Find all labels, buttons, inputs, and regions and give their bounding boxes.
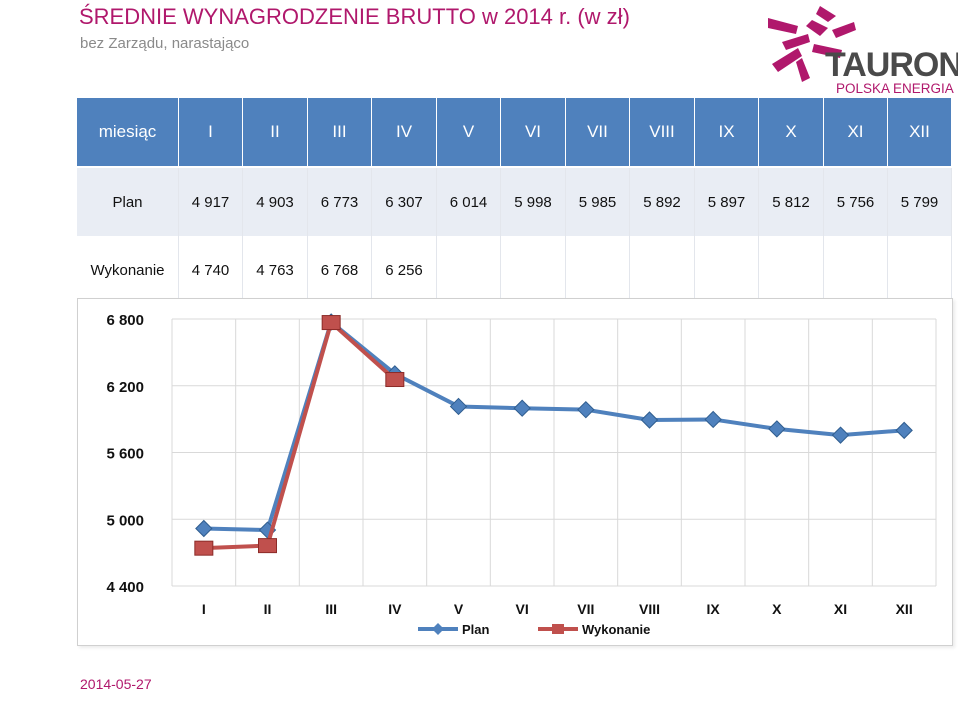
table-row-wykonanie: Wykonanie 4 740 4 763 6 768 6 256 [77,236,952,304]
page-title: ŚREDNIE WYNAGRODZENIE BRUTTO w 2014 r. (… [79,4,630,29]
legend-marker-plan [432,623,444,635]
data-point-wykonanie [194,540,214,556]
series-line-wykonanie [203,320,397,551]
x-tick-label: VI [516,601,529,617]
table-cell [695,236,759,304]
table-cell: 6 773 [308,168,372,236]
data-point-wykonanie [321,315,341,331]
data-point-plan [831,426,850,444]
data-point-plan [640,411,659,429]
month-header: X [759,98,824,168]
y-tick-label: 5 600 [106,446,144,463]
footer-date: 2014-05-27 [80,676,152,692]
table-cell: 6 014 [437,168,501,236]
data-point-plan [513,399,531,417]
x-tick-label: XII [896,601,913,617]
table-row-plan: Plan 4 917 4 903 6 773 6 307 6 014 5 998… [77,168,952,236]
table-cell: 6 307 [372,168,437,236]
table-cell [824,236,888,304]
legend-label-wykonanie: Wykonanie [582,622,650,637]
y-tick-label: 4 400 [106,579,144,596]
table-cell: 4 917 [179,168,243,236]
month-header: IX [695,98,759,168]
table-cell [630,236,695,304]
logo-tagline: POLSKA ENERGIA [836,81,954,96]
table-cell [501,236,566,304]
x-tick-label: VIII [639,601,660,617]
table-cell: 5 985 [566,168,630,236]
data-point-plan [895,421,913,440]
table-cell: 4 740 [179,236,243,304]
table-cell: 5 799 [888,168,952,236]
data-point-plan [195,519,213,538]
x-tick-label: X [772,601,782,617]
tauron-logo: TAURON POLSKA ENERGIA [768,6,958,96]
data-point-plan [768,420,786,438]
table-cell: 5 892 [630,168,695,236]
x-tick-label: I [202,601,206,617]
table-cell: 5 998 [501,168,566,236]
logo-wordmark: TAURON [825,46,958,84]
x-tick-label: VII [577,601,594,617]
y-tick-label: 6 200 [106,379,144,396]
month-header: V [437,98,501,168]
row-label: Plan [77,168,179,236]
table-cell: 5 756 [824,168,888,236]
table-cell: 6 256 [372,236,437,304]
salary-line-chart: 6 800 6 200 5 600 5 000 4 400 I II III IV V VI VII V… [77,298,953,646]
month-header: I [179,98,243,168]
table-cell: 5 897 [695,168,759,236]
month-header: III [308,98,372,168]
month-header: IV [372,98,437,168]
table-cell [888,236,952,304]
x-tick-label: III [325,601,337,617]
x-tick-label: IV [388,601,402,617]
data-point-plan [577,400,595,419]
x-tick-label: II [264,601,272,617]
table-cell [566,236,630,304]
month-header: VIII [630,98,695,168]
legend-label-plan: Plan [462,622,490,637]
table-header-row: miesiąc I II III IV V VI VII VIII IX X X… [77,98,952,168]
month-header: II [243,98,308,168]
page-subtitle: bez Zarządu, narastająco [80,35,250,52]
data-point-plan [704,410,722,429]
table-cell: 4 903 [243,168,308,236]
y-tick-label: 5 000 [106,512,144,529]
table-cell [759,236,824,304]
table-header-month-label: miesiąc [77,98,179,168]
tauron-star-icon [768,6,856,82]
table-cell: 5 812 [759,168,824,236]
table-cell: 4 763 [243,236,308,304]
month-header: XI [824,98,888,168]
x-tick-label: XI [834,601,847,617]
table-cell [437,236,501,304]
month-header: VI [501,98,566,168]
table-cell: 6 768 [308,236,372,304]
data-point-wykonanie [385,372,405,388]
month-header: XII [888,98,952,168]
salary-table: miesiąc I II III IV V VI VII VIII IX X X… [77,98,952,304]
legend-marker-wykonanie [552,624,564,634]
x-tick-label: IX [707,601,721,617]
y-tick-label: 6 800 [106,312,144,329]
row-label: Wykonanie [77,236,179,304]
data-point-plan [449,397,468,416]
x-tick-label: V [454,601,464,617]
data-point-wykonanie [258,538,277,554]
month-header: VII [566,98,630,168]
